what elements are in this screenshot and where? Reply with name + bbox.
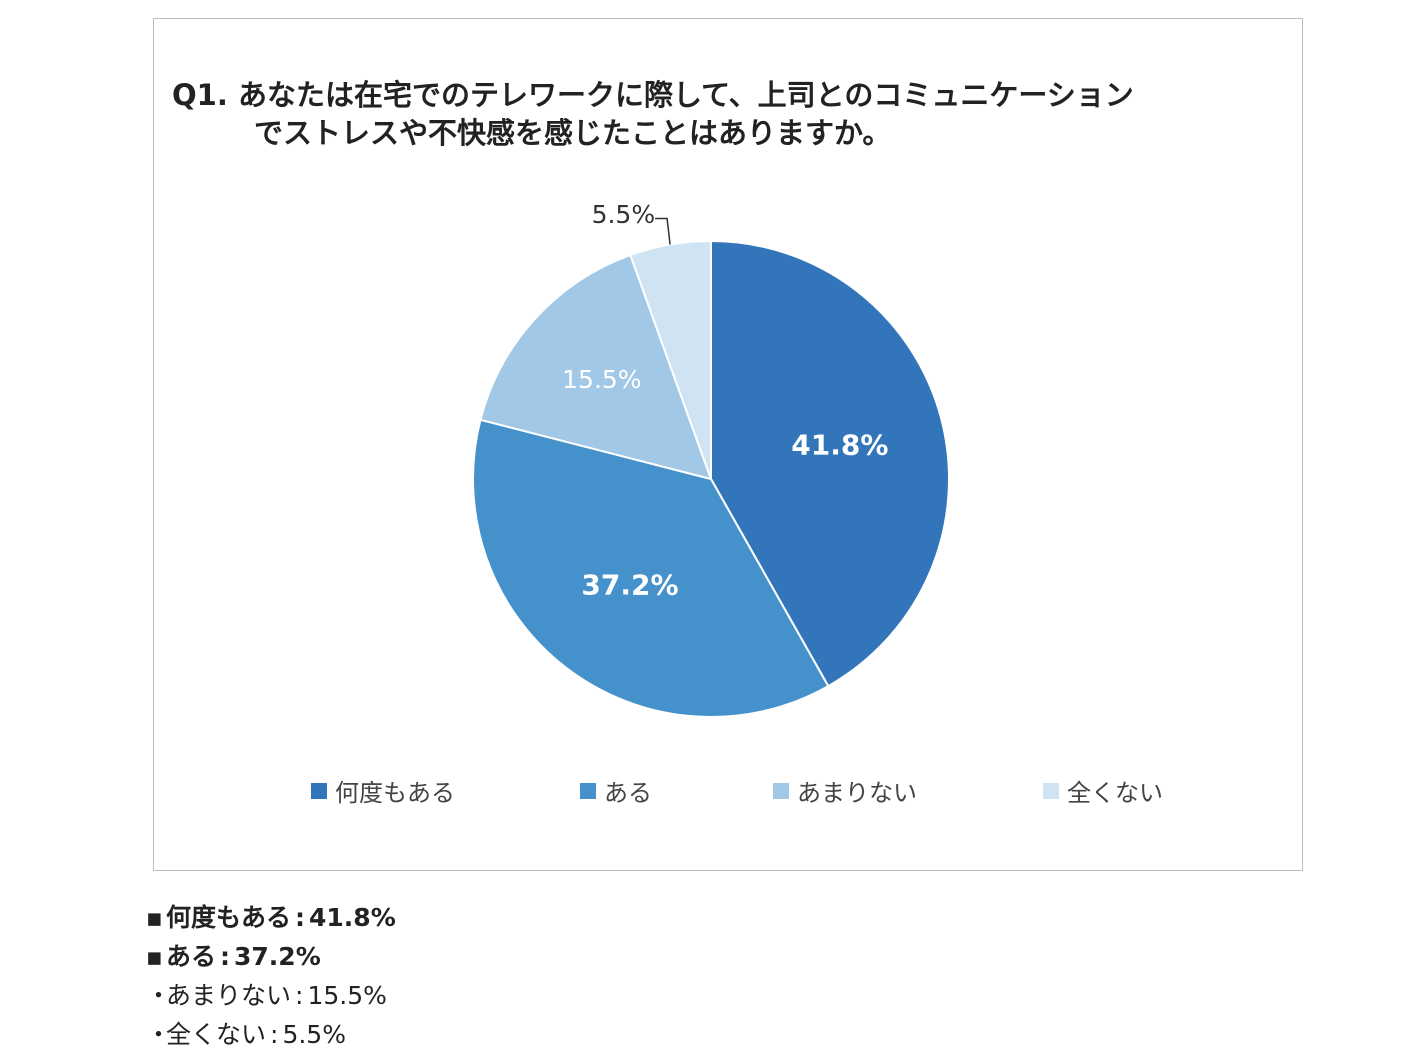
chart-title: Q1. あなたは在宅でのテレワークに際して、上司とのコミュニケーション でストレ… — [172, 76, 1292, 152]
summary-item-0: ▪ 何度もある:41.8% — [146, 898, 396, 937]
legend-item-0: 何度もある — [311, 773, 455, 808]
summary-name-1: ある — [166, 942, 217, 971]
legend-label-1: ある — [604, 779, 652, 807]
summary-bullet-0: ▪ — [146, 903, 163, 932]
summary-bullet-3: ・ — [146, 1020, 172, 1049]
summary-list: ▪ 何度もある:41.8% ▪ ある:37.2% ・あまりない:15.5% ・全くな… — [146, 898, 396, 1054]
pie-leader-3 — [655, 217, 671, 245]
summary-value-3: 5.5% — [282, 1020, 346, 1049]
summary-sep-0: : — [295, 903, 306, 932]
summary-item-3: ・全くない:5.5% — [146, 1015, 396, 1054]
summary-sep-2: : — [295, 981, 304, 1010]
summary-value-1: 37.2% — [234, 942, 321, 971]
pie-label-1: 37.2% — [581, 568, 678, 601]
pie-slice-1 — [472, 418, 830, 718]
pie-label-0: 41.8% — [791, 429, 888, 462]
summary-name-3: 全くない — [166, 1020, 267, 1049]
summary-name-0: 何度もある — [166, 903, 292, 932]
chart-title-line2: でストレスや不快感を感じたことはありますか。 — [254, 116, 892, 150]
summary-item-1: ▪ ある:37.2% — [146, 937, 396, 976]
legend-label-2: あまりない — [797, 779, 917, 807]
summary-name-2: あまりない — [166, 981, 292, 1010]
pie-label-2: 15.5% — [562, 365, 641, 394]
chart-legend: 何度もある ある あまりない 全くない — [0, 773, 1424, 809]
summary-sep-1: : — [220, 942, 231, 971]
summary-bullet-2: ・ — [146, 981, 172, 1010]
summary-item-2: ・あまりない:15.5% — [146, 976, 396, 1015]
legend-swatch-1 — [580, 782, 596, 799]
summary-value-2: 15.5% — [307, 981, 387, 1010]
summary-bullet-1: ▪ — [146, 942, 163, 971]
pie-slice-0 — [710, 239, 950, 688]
legend-swatch-0 — [311, 782, 327, 799]
legend-item-1: ある — [580, 773, 652, 808]
legend-swatch-2 — [773, 782, 789, 799]
legend-label-0: 何度もある — [335, 779, 455, 807]
summary-sep-3: : — [270, 1020, 279, 1049]
legend-item-3: 全くない — [1043, 773, 1163, 808]
pie-slice-2 — [479, 253, 713, 481]
pie-slice-3 — [629, 239, 712, 480]
legend-swatch-3 — [1043, 782, 1059, 799]
chart-title-line1: Q1. あなたは在宅でのテレワークに際して、上司とのコミュニケーション — [172, 78, 1134, 112]
pie-label-3: 5.5% — [592, 200, 656, 229]
legend-item-2: あまりない — [773, 773, 917, 808]
summary-value-0: 41.8% — [309, 903, 396, 932]
legend-label-3: 全くない — [1067, 779, 1163, 807]
